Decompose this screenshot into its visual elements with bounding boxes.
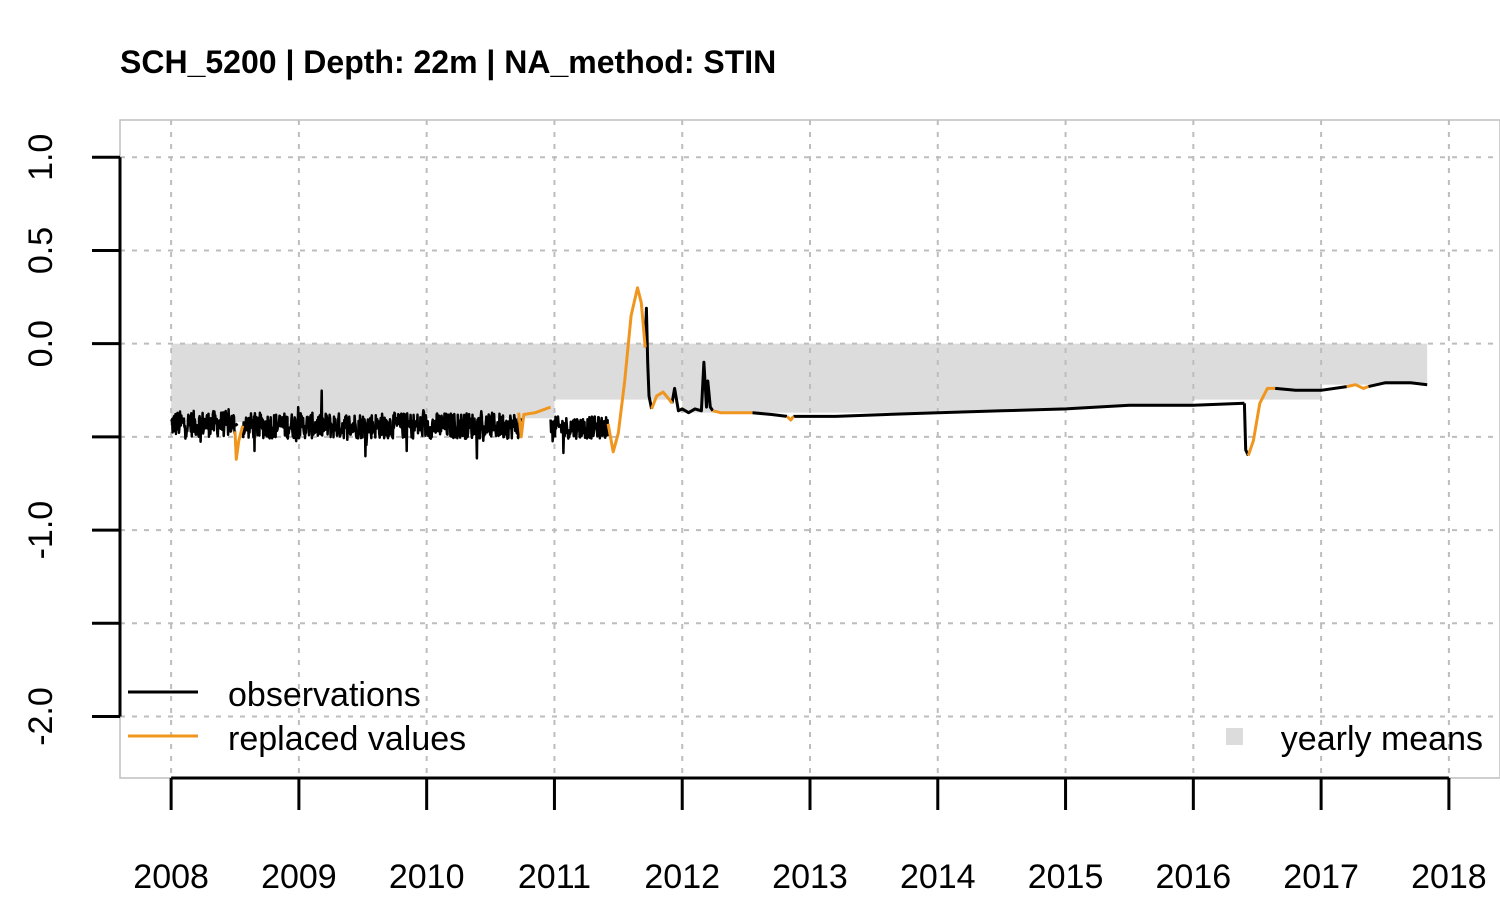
x-tick-label-3: 2011 [518,858,591,896]
x-tick-label-8: 2016 [1156,858,1232,896]
y-tick-label-2: 0.0 [22,320,60,367]
replaced-values-line-1 [517,405,552,439]
x-tick-label-7: 2015 [1028,858,1104,896]
y-tick-label-6: -2.0 [22,687,60,746]
y-tick-label-4: -1.0 [22,501,60,560]
legend-label-yearly-means: yearly means [1281,720,1483,758]
series-layer [170,286,1428,461]
chart-title: SCH_5200 | Depth: 22m | NA_method: STIN [120,44,776,80]
yearly-mean-bar-7 [1065,343,1194,408]
x-tick-label-0: 2008 [133,858,209,896]
replaced-values-line-3 [650,390,674,410]
observations-noise-segment-0 [170,408,237,443]
legend-label-replaced-values: replaced values [228,720,466,758]
replaced-values-line-7 [1346,383,1369,390]
replaced-values-line-6 [1246,386,1276,456]
legend-label-observations: observations [228,676,421,714]
legend: observations replaced values yearly means [128,676,1483,758]
replaced-values-line-4 [712,409,753,415]
x-tick-label-6: 2014 [900,858,976,896]
x-tick-label-1: 2009 [261,858,337,896]
replaced-values-line-5 [785,415,795,422]
yearly-means-layer [171,343,1428,424]
x-tick-label-10: 2018 [1411,858,1487,896]
x-tick-label-9: 2017 [1283,858,1359,896]
observations-line-6 [1242,403,1250,457]
legend-symbol-yearly-means [1226,728,1243,745]
observations-line-3 [670,360,715,415]
replaced-values-line-0 [233,425,245,461]
observations-line-0 [234,422,239,427]
observations-line-5 [793,401,1245,418]
yearly-mean-bar-3 [554,343,683,400]
y-axis: 1.0 0.5 0.0 -1.0 -2.0 [22,134,122,746]
yearly-mean-bar-9 [1321,343,1428,385]
yearly-mean-bar-0 [171,343,299,422]
yearly-mean-bar-5 [810,343,938,413]
x-axis: 2008 2009 2010 2011 2012 2013 2014 2015 2016 2017… [133,776,1487,896]
y-tick-label-0: 1.0 [22,134,60,181]
observations-noise-segment-1 [241,389,520,460]
observations-line-2 [643,306,654,410]
yearly-mean-bar-1 [298,343,427,424]
observations-line-8 [1368,381,1428,389]
grid-layer [120,120,1500,778]
x-tick-label-4: 2012 [644,858,720,896]
y-tick-label-1: 0.5 [22,227,60,274]
observations-noise-segment-2 [549,415,610,455]
observations-line-4 [752,411,788,418]
replaced-values-line-2 [606,286,647,454]
yearly-mean-bar-6 [937,343,1066,411]
x-tick-label-2: 2010 [389,858,465,896]
observations-line-7 [1274,385,1347,392]
yearly-mean-bar-2 [426,343,555,419]
x-tick-label-5: 2013 [772,858,848,896]
